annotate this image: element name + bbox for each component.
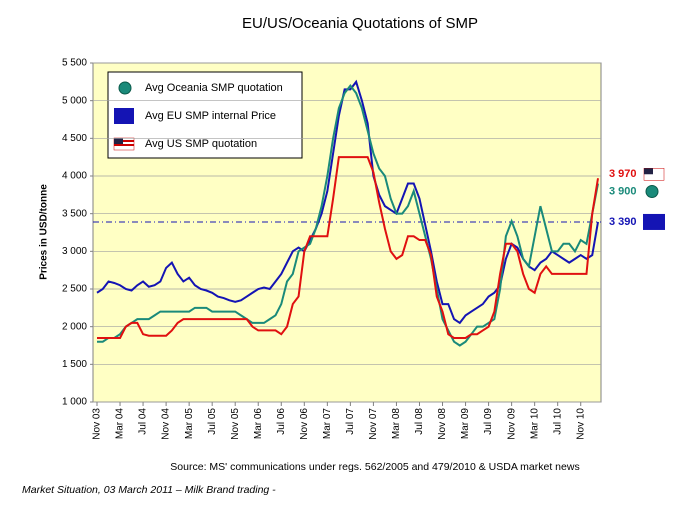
legend-label: Avg Oceania SMP quotation [145,82,283,94]
x-tick-label: Nov 10 [575,408,586,440]
end-label: 3 390 [609,216,637,228]
x-tick-label: Nov 06 [299,408,310,440]
y-tick-label: 3 500 [62,208,87,219]
legend [107,71,303,159]
y-tick-label: 3 000 [62,246,87,257]
x-tick-label: Jul 08 [414,408,425,435]
y-tick-label: 5 500 [62,58,87,69]
legend-icon [114,108,134,124]
y-tick-label: 4 000 [62,171,87,182]
x-tick-label: Jul 04 [138,408,149,435]
end-icon [644,168,653,175]
x-tick-label: Nov 09 [506,408,517,440]
series-line [97,156,599,339]
y-axis-label: Prices in USD/tonne [39,184,50,280]
footer: Market Situation, 03 March 2011 – Milk B… [22,484,276,496]
x-tick-label: Jul 06 [276,408,287,435]
y-tick-label: 2 000 [62,321,87,332]
x-tick-label: Mar 08 [391,408,402,440]
chart-title: EU/US/Oceania Quotations of SMP [242,15,478,32]
x-tick-label: Jul 09 [483,408,494,435]
end-icon [643,213,665,230]
x-tick-label: Jul 07 [345,408,356,435]
y-tick-label: 1 500 [62,359,87,370]
x-tick-label: Jul 10 [552,408,563,435]
y-tick-label: 5 000 [62,95,87,106]
source: Source: MS' communications under regs. 5… [170,461,579,473]
end-label: 3 970 [609,168,637,180]
legend-label: Avg EU SMP internal Price [145,110,276,122]
series-line [97,83,599,347]
x-tick-label: Nov 08 [437,408,448,440]
legend-icon [113,137,135,151]
end-label: 3 900 [609,185,637,197]
legend-icon [118,81,132,95]
legend-label: Avg US SMP quotation [145,138,257,150]
x-tick-label: Nov 07 [368,408,379,440]
x-tick-label: Mar 07 [322,408,333,440]
x-tick-label: Nov 05 [230,408,241,440]
x-tick-label: Mar 06 [253,408,264,440]
y-tick-label: 1 000 [62,397,87,408]
y-tick-label: 2 500 [62,284,87,295]
y-tick-label: 4 500 [62,133,87,144]
x-tick-label: Nov 03 [92,408,103,440]
x-tick-label: Mar 10 [529,408,540,440]
legend-box [107,71,303,159]
x-tick-label: Jul 05 [207,408,218,435]
x-tick-label: Mar 09 [460,408,471,440]
x-tick-label: Mar 05 [184,408,195,440]
end-icon [645,185,659,199]
x-tick-label: Mar 04 [115,408,126,440]
x-tick-label: Nov 04 [161,408,172,440]
